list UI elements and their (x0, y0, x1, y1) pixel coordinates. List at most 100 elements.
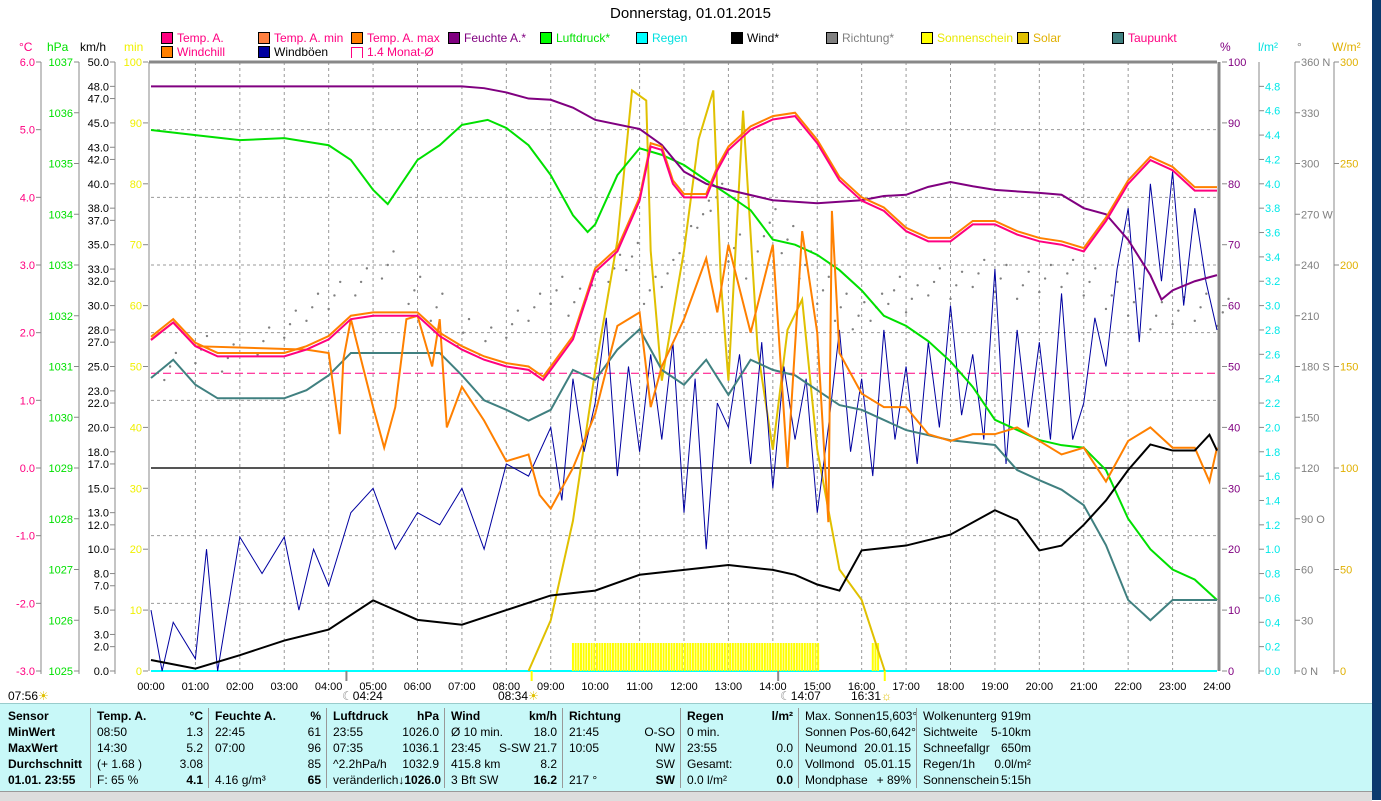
direction-dot (256, 353, 259, 356)
direction-dot (863, 301, 866, 304)
stats-column: Sensor MinWert MaxWert Durchschnitt 01.01. 2… (2, 708, 90, 788)
stats-label: veränderlich (333, 773, 399, 787)
deg-tick-label: 210 (1301, 311, 1319, 323)
stats-value: 1026.0 (402, 725, 439, 739)
direction-dot (365, 267, 369, 270)
legend-item: Sonnenschein (921, 31, 1013, 45)
x-tick-label: 05:00 (359, 681, 387, 693)
direction-dot (533, 306, 536, 309)
direction-dot (833, 319, 837, 323)
direction-dot (654, 275, 657, 279)
stats-label: Richtung (569, 709, 621, 723)
min-tick-label: 80 (130, 179, 142, 191)
stats-row: (+ 1.68 ) 3.08 (91, 756, 209, 772)
stats-row: Mondphase + 89% (799, 772, 917, 788)
stats-value: 0.0 (776, 773, 793, 787)
direction-dot (316, 292, 320, 295)
x-tick-label: 03:00 (270, 681, 298, 693)
stats-label: 4.16 g/m³ (215, 773, 266, 787)
x-tick-label: 23:00 (1159, 681, 1187, 693)
kmh-tick-label: 0.0 (94, 666, 109, 678)
deg-tick-label: 330 (1301, 108, 1319, 120)
stats-row: 07:00 96 (209, 740, 327, 756)
marker-moonrise: ☾04:24 (342, 689, 383, 703)
lm2-tick-label: 0.2 (1265, 642, 1280, 654)
hpa-tick-label: 1025 (49, 666, 73, 678)
stats-label: Neumond (805, 741, 858, 755)
direction-dot (1132, 301, 1136, 304)
stats-row: 23:55 1026.0 (327, 724, 445, 740)
direction-dot (1199, 306, 1202, 309)
kmh-tick-label: 45.0 (88, 118, 109, 130)
deg-tick-label: 240 (1301, 260, 1319, 272)
stats-value: NW (655, 741, 675, 755)
direction-dot (333, 294, 336, 297)
c-tick-label: -3.0 (16, 666, 35, 678)
stats-label: 23:45 (451, 741, 482, 755)
pct-tick-label: 40 (1228, 422, 1240, 434)
x-tick-label: 24:00 (1203, 681, 1231, 693)
stats-value: 5-10km (990, 725, 1031, 739)
stats-value: km/h (528, 709, 557, 723)
marker-moonset: ☾14:07 (780, 689, 821, 703)
stats-value: 0.0 (776, 757, 793, 771)
c-tick-label: 4.0 (20, 192, 35, 204)
stats-column: Wind km/h Ø 10 min. 18.0 23:45 S-SW 21.7 415.8… (444, 708, 563, 788)
wm2-tick-label: 150 (1340, 362, 1358, 374)
legend-swatch (161, 32, 173, 44)
kmh-tick-label: 50.0 (88, 57, 109, 69)
wm2-tick-label: 50 (1340, 565, 1352, 577)
stats-label: F: 65 % (97, 773, 139, 787)
pct-tick-label: 80 (1228, 179, 1240, 191)
deg-tick-label: 180 S (1301, 362, 1330, 374)
legend-item: Taupunkt (1112, 31, 1177, 45)
stats-row: 22:45 61 (209, 724, 327, 740)
direction-dot (1005, 263, 1008, 267)
kmh-tick-label: 43.0 (88, 142, 109, 154)
stats-row: Sichtweite 5-10km (917, 724, 1037, 740)
lm2-tick-label: 3.8 (1265, 203, 1280, 215)
direction-dot (727, 260, 730, 263)
direction-dot (527, 319, 530, 323)
legend-swatch (351, 46, 363, 58)
direction-dot (780, 251, 783, 255)
direction-dot (774, 207, 777, 211)
direction-dot (880, 292, 884, 295)
min-tick-label: 10 (130, 605, 142, 617)
stats-label: Schneefallgr (923, 741, 990, 755)
legend-item: Wind* (731, 31, 779, 45)
series-taupunkt (150, 327, 1217, 622)
x-tick-label: 07:00 (448, 681, 476, 693)
unit-label-deg: ° (1297, 40, 1302, 54)
stats-label: 0.0 l/m² (687, 773, 728, 787)
c-tick-label: 5.0 (20, 125, 35, 137)
legend-swatch (448, 32, 460, 44)
window-edge (1372, 0, 1381, 800)
stats-label: Mondphase (805, 773, 868, 787)
stats-value: 1036.1 (402, 741, 439, 755)
chart-title: Donnerstag, 01.01.2015 (610, 5, 771, 22)
legend-swatch (161, 46, 173, 58)
stats-value: SW (655, 757, 675, 771)
stats-label: 217 ° (569, 773, 598, 787)
stats-row: 21:45 O-SO (563, 724, 681, 740)
direction-dot (490, 326, 493, 329)
status-bar (0, 791, 1372, 801)
deg-tick-label: 150 (1301, 412, 1319, 424)
stats-label: Luftdruck (333, 709, 389, 723)
kmh-tick-label: 28.0 (88, 325, 109, 337)
legend-swatch (826, 32, 838, 44)
legend-item: 1.4 Monat-Ø (351, 45, 434, 59)
direction-dot (932, 280, 936, 284)
x-tick-label: 00:00 (137, 681, 165, 693)
legend-label: Windböen (274, 45, 329, 59)
lm2-tick-label: 4.2 (1265, 154, 1280, 166)
direction-dot (467, 317, 471, 321)
kmh-tick-label: 23.0 (88, 386, 109, 398)
direction-dot (311, 306, 314, 309)
direction-dot (1104, 307, 1108, 311)
kmh-tick-label: 18.0 (88, 447, 109, 459)
stats-value: 96 (307, 741, 321, 755)
stats-label: 07:35 (333, 741, 364, 755)
legend-label: Temp. A. (177, 31, 224, 45)
